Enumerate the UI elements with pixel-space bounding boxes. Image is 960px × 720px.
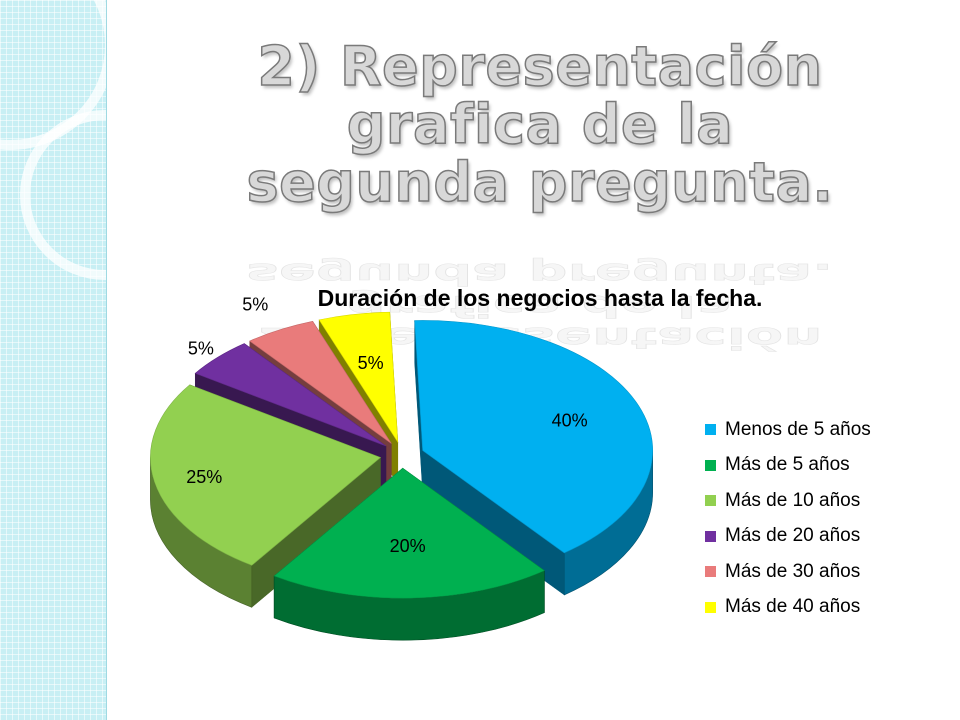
legend-label: Más de 40 años [725,596,861,618]
legend-swatch [705,424,716,436]
chart-legend: Menos de 5 años Más de 5 años Más de 10 añ… [705,412,871,625]
legend-swatch [705,566,716,578]
slide-title-line-2: segunda pregunta. [246,151,834,214]
decorative-side-strip [0,0,107,720]
legend-item: Más de 30 años [705,554,871,590]
legend-swatch [705,530,716,542]
legend-swatch [705,601,716,613]
legend-label: Menos de 5 años [725,418,871,440]
data-label-3: 5% [188,338,214,358]
data-label-5: 5% [358,353,384,373]
legend-item: Más de 40 años [705,590,871,626]
data-label-4: 5% [242,295,268,315]
slice-0-top [414,320,653,554]
data-label-2: 25% [186,467,222,487]
legend-label: Más de 10 años [725,489,861,511]
slice-4-top [249,320,392,444]
legend-item: Más de 20 años [705,519,871,555]
legend-swatch [705,459,716,471]
legend-swatch [705,495,716,507]
data-label-0: 40% [552,410,588,430]
slice-5-top [318,311,399,444]
slice-1-top [273,467,545,599]
legend-item: Más de 10 años [705,483,871,519]
legend-item: Menos de 5 años [705,412,871,448]
slice-2-top [150,384,381,566]
legend-label: Más de 5 años [725,454,850,476]
legend-label: Más de 30 años [725,560,861,582]
chart-title: Duración de los negocios hasta la fecha. [317,285,763,311]
legend-item: Más de 5 años [705,448,871,484]
slide-title: 2) Representación grafica de la segunda … [150,35,930,214]
data-label-1: 20% [390,536,426,556]
slice-3-top [194,343,387,447]
legend-label: Más de 20 años [725,525,861,547]
slide-title-line-1: 2) Representación grafica de la [257,35,823,156]
